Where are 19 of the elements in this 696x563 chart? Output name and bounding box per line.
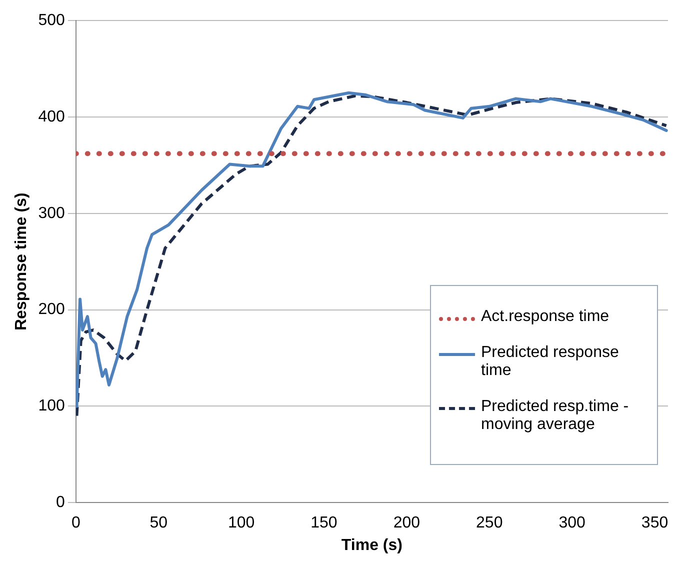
x-axis-title: Time (s) [341,536,402,554]
x-tick-label: 50 [150,514,168,532]
y-axis-title: Response time (s) [13,192,30,331]
legend-label: Predicted response time [481,344,620,380]
x-tick-label: 350 [641,514,668,532]
x-tick-label: 250 [476,514,503,532]
y-tick-label: 100 [38,398,65,415]
y-tick-label: 200 [38,301,65,318]
y-tick-label: 500 [38,12,65,30]
x-tick-label: 200 [393,514,420,532]
legend-label: Predicted resp.time - moving average [481,398,630,434]
y-tick-label: 300 [38,204,65,222]
legend-label: Act.response time [481,308,610,326]
y-tick-label: 0 [56,494,65,512]
x-tick-label: 0 [71,514,80,532]
y-tick-label: 400 [38,108,65,126]
x-tick-label: 300 [558,514,586,532]
x-tick-label: 100 [228,514,255,532]
x-tick-label: 150 [310,514,338,532]
